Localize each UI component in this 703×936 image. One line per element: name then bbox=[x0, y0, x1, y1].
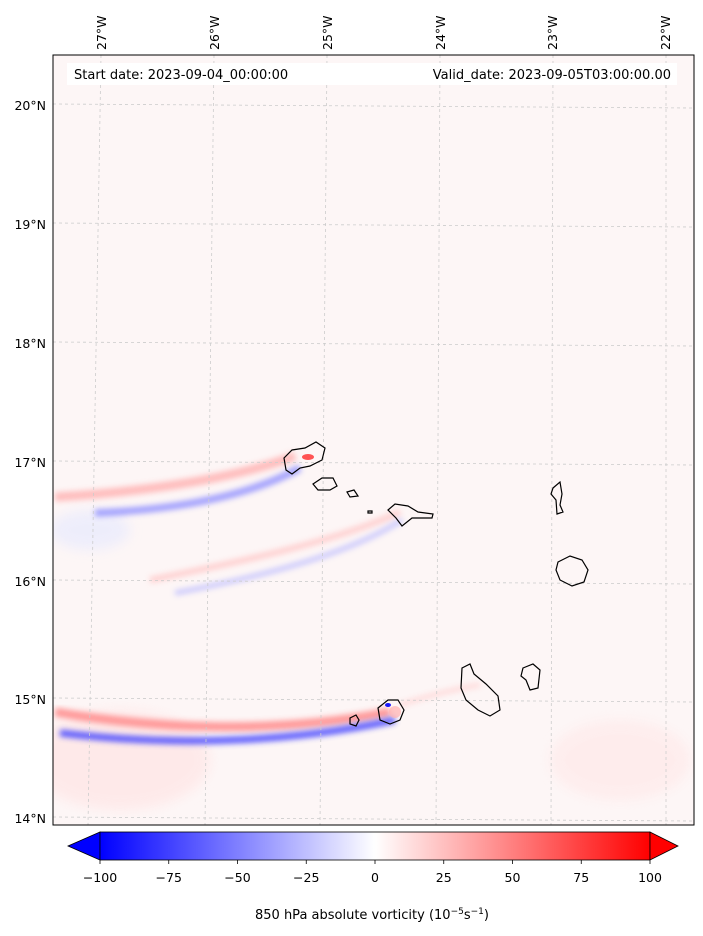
parallel-20n bbox=[53, 103, 694, 109]
colorbar-tick-label: −100 bbox=[83, 870, 117, 885]
wake-positive-middle bbox=[149, 509, 402, 583]
parallel-15n bbox=[53, 697, 694, 703]
island-maio bbox=[520, 663, 541, 691]
wake-positive-north bbox=[54, 451, 297, 502]
wake-negative-south bbox=[59, 716, 396, 745]
wake-positive-south-outer bbox=[399, 682, 481, 708]
colorbar-ticks bbox=[99, 860, 651, 864]
meridian-26w bbox=[204, 55, 215, 825]
island-sal bbox=[550, 480, 564, 515]
wake-negative-middle bbox=[174, 517, 404, 596]
latitude-labels: 20°N 19°N 18°N 17°N 16°N 15°N 14°N bbox=[14, 98, 46, 826]
vorticity-min-fogo bbox=[385, 703, 391, 707]
lat-label-20n: 20°N bbox=[14, 98, 46, 113]
island-santiago bbox=[460, 663, 501, 717]
lon-label-23w: 23°W bbox=[545, 15, 560, 50]
lat-label-18n: 18°N bbox=[14, 336, 46, 351]
island-brava bbox=[349, 714, 360, 727]
colorbar-tick-label: 0 bbox=[371, 870, 379, 885]
map-background bbox=[53, 55, 694, 825]
colorbar-ramp bbox=[99, 831, 651, 861]
lat-label-17n: 17°N bbox=[14, 455, 46, 470]
parallel-16n bbox=[53, 579, 694, 585]
lat-label-14n: 14°N bbox=[14, 811, 46, 826]
vorticity-max-santo-antao bbox=[302, 454, 314, 460]
colorbar-tick-label: 100 bbox=[638, 870, 662, 885]
island-santa-luzia bbox=[346, 489, 360, 498]
colorbar-title-main: 850 hPa absolute vorticity (10 bbox=[255, 908, 451, 923]
map-border bbox=[52, 54, 695, 826]
lon-label-22w: 22°W bbox=[658, 15, 673, 50]
colorbar-tick-label: −50 bbox=[224, 870, 250, 885]
colorbar-tick-label: 75 bbox=[573, 870, 589, 885]
meridian-23w bbox=[550, 55, 554, 825]
colorbar-tick-labels: −100 −75 −50 −25 0 25 50 75 100 bbox=[83, 870, 662, 885]
parallel-18n bbox=[53, 341, 694, 347]
meridian-24w bbox=[435, 55, 441, 825]
parallel-17n bbox=[53, 460, 694, 466]
start-date-label: Start date: 2023-09-04_00:00:00 bbox=[74, 68, 288, 83]
lon-label-26w: 26°W bbox=[207, 15, 222, 50]
vorticity-field bbox=[53, 451, 690, 810]
island-boa-vista bbox=[555, 555, 589, 587]
info-box bbox=[67, 63, 677, 85]
colorbar-tick-label: 50 bbox=[505, 870, 521, 885]
wake-negative-north bbox=[94, 464, 302, 517]
colorbar-max-extend bbox=[649, 831, 679, 861]
colorbar-tick-label: −75 bbox=[156, 870, 182, 885]
island-santo-antao bbox=[283, 441, 326, 475]
lat-label-16n: 16°N bbox=[14, 574, 46, 589]
colorbar-title-exp1: −5 bbox=[451, 907, 464, 917]
colorbar-title: 850 hPa absolute vorticity (10−5s−1) bbox=[255, 907, 489, 923]
parallel-19n bbox=[53, 222, 694, 228]
wake-positive-south bbox=[54, 707, 391, 732]
colorbar-title-exp2: −1 bbox=[471, 907, 484, 917]
valid-date-label: Valid_date: 2023-09-05T03:00:00.00 bbox=[433, 68, 671, 83]
island-sao-vicente bbox=[312, 477, 338, 491]
colorbar-min-extend bbox=[67, 831, 101, 861]
colorbar: −100 −75 −50 −25 0 25 50 75 100 850 hPa … bbox=[67, 831, 679, 923]
lat-label-15n: 15°N bbox=[14, 692, 46, 707]
lon-label-27w: 27°W bbox=[94, 15, 109, 50]
island-islet bbox=[367, 510, 373, 514]
map-panel: Start date: 2023-09-04_00:00:00 Valid_da… bbox=[52, 54, 695, 826]
vorticity-max-fogo bbox=[389, 706, 401, 718]
meridian-27w bbox=[87, 55, 102, 825]
colorbar-title-mid: s bbox=[464, 908, 471, 923]
colorbar-title-end: ) bbox=[484, 908, 489, 923]
colorbar-tick-label: 25 bbox=[436, 870, 452, 885]
meridian-25w bbox=[319, 55, 328, 825]
lon-label-25w: 25°W bbox=[320, 15, 335, 50]
vorticity-patch bbox=[53, 510, 130, 550]
lat-label-19n: 19°N bbox=[14, 217, 46, 232]
parallel-14n bbox=[53, 816, 694, 822]
colorbar-tick-label: −25 bbox=[293, 870, 319, 885]
gridlines bbox=[53, 55, 694, 825]
longitude-labels: 27°W 26°W 25°W 24°W 23°W 22°W bbox=[94, 15, 673, 50]
island-sao-nicolau bbox=[387, 503, 434, 527]
lon-label-24w: 24°W bbox=[433, 15, 448, 50]
coastlines bbox=[283, 441, 589, 727]
vorticity-patch bbox=[550, 720, 690, 800]
island-fogo bbox=[377, 699, 405, 725]
